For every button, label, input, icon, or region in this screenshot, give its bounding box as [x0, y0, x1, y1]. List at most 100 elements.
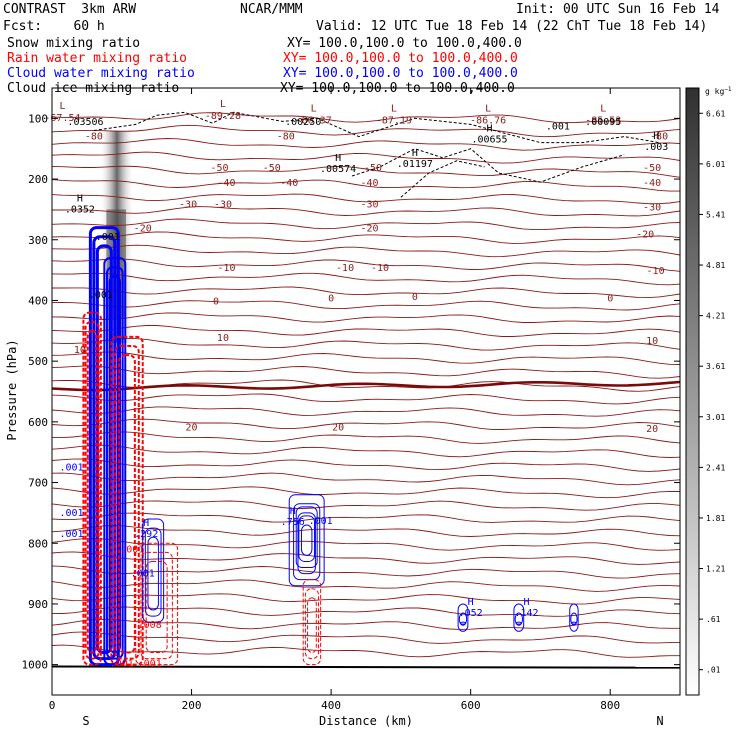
cloud-water-contour [571, 621, 577, 625]
isotherm-label: 0 [213, 296, 219, 307]
extremum-mark: L [600, 103, 606, 114]
hydrometeor-value: .001 [546, 121, 570, 132]
x-tick-label: 200 [182, 699, 202, 712]
plot-frame [51, 87, 681, 696]
rain-water-contour [86, 329, 98, 654]
isotherm-line [52, 193, 680, 205]
rain-water-contour [135, 542, 179, 666]
cloud-water-contour [457, 603, 469, 632]
y-tick-label: 1000 [22, 659, 49, 672]
isotherm-line [52, 579, 680, 592]
hydrometeor-value: .001 [59, 529, 83, 540]
hydrometeor-value: .008 [138, 620, 162, 631]
cloud-water-contour [514, 612, 523, 626]
field-name-rain: Rain water mixing ratio [7, 51, 188, 66]
hydrometeor-mark: H [77, 193, 83, 204]
isotherm-label: -10 [217, 263, 235, 274]
hydrometeor-mark: H [523, 597, 529, 608]
hydrometeor-value: .001 [309, 516, 333, 527]
isotherm-line [52, 525, 680, 537]
hydrometeor-mark: H [412, 148, 418, 159]
isotherm-label: 0 [607, 293, 613, 304]
hydrometeor-value: .142 [514, 608, 538, 619]
hydrometeor-value: .03506 [67, 117, 103, 128]
hydrometeor-value: .01197 [397, 159, 433, 170]
isotherm-line [52, 551, 680, 565]
isotherm-line [52, 112, 680, 124]
isotherm-label: 20 [646, 424, 658, 435]
hydrometeor-mark: H [653, 131, 659, 142]
cloud-water-contour [515, 621, 522, 625]
hydrometeor-value: .00655 [471, 135, 507, 146]
cloud-water-contour [295, 506, 318, 569]
isotherm-label: -10 [336, 263, 354, 274]
colorbar-tick-label: 6.61 [706, 109, 725, 118]
header-model-title: CONTRAST 3km ARW [3, 2, 137, 17]
isotherm-line [52, 312, 680, 323]
extremum-mark: L [220, 99, 226, 110]
colorbar-tick-label: 4.21 [706, 312, 725, 321]
y-tick-label: 800 [28, 537, 48, 550]
hydrometeor-value: .003 [644, 142, 668, 153]
hydrometeor-mark: H [468, 597, 474, 608]
isotherm-label: -80 [650, 131, 668, 142]
rain-water-contour [118, 354, 136, 654]
extremum-mark: L [485, 103, 491, 114]
isotherm-label: 0 [328, 293, 334, 304]
isotherm-label: 0 [412, 292, 418, 303]
isotherm-line [52, 351, 680, 365]
isotherm-line [52, 418, 680, 430]
hydrometeor-value: .001 [89, 290, 113, 301]
header-init-time: Init: 00 UTC Sun 16 Feb 14 [516, 2, 720, 17]
isotherm-label: -10 [371, 263, 389, 274]
hydrometeor-mark: H [486, 124, 492, 135]
extremum-value: -85.53 [585, 115, 621, 126]
isotherm-line [52, 179, 680, 192]
isotherm-line [52, 272, 680, 286]
hydrometeor-mark: H [143, 518, 149, 529]
y-tick-label: 900 [28, 598, 48, 611]
isotherm-label: 10 [217, 333, 229, 344]
colorbar-tick-label: 2.41 [706, 463, 725, 472]
isotherm-line [52, 500, 680, 511]
y-tick-label: 200 [28, 173, 48, 186]
cloud-water-contour [293, 503, 321, 581]
field-xy-snow: XY= 100.0,100.0 to 100.0,400.0 [287, 36, 522, 51]
rain-water-contour [145, 560, 168, 654]
isotherm-line [52, 444, 680, 458]
ice-contour [400, 160, 485, 198]
cloud-water-contour [88, 226, 120, 667]
ice-contour [351, 148, 625, 183]
isotherm-line [52, 206, 680, 217]
colorbar-tick-label: 1.81 [706, 514, 725, 523]
header-valid-time: Valid: 12 UTC Tue 18 Feb 14 (22 ChT Tue … [316, 19, 708, 34]
y-tick-label: 700 [28, 477, 48, 490]
colorbar-tick-label: 3.01 [706, 413, 725, 422]
isotherm-label: -30 [214, 199, 232, 210]
extremum-mark: L [391, 103, 397, 114]
isotherm-line [52, 218, 680, 231]
isotherm-line [52, 244, 680, 258]
y-tick-label: 400 [28, 294, 48, 307]
colorbar-tick-label: .01 [706, 666, 721, 675]
isotherm-line [52, 458, 680, 472]
isotherm-line [52, 258, 680, 272]
header-center-label: NCAR/MMM [240, 2, 303, 17]
y-tick-label: 300 [28, 234, 48, 247]
extremum-value: -86.76 [470, 115, 506, 126]
y-tick-label: 100 [28, 112, 48, 125]
rain-water-contour [84, 320, 100, 660]
isotherm-line [52, 325, 680, 337]
isotherm-line [52, 365, 680, 379]
cloud-water-contour [147, 536, 159, 611]
cloud-water-contour [300, 524, 313, 556]
isotherm-label: -50 [364, 163, 382, 174]
colorbar-unit: g kg−1 [705, 86, 732, 96]
cloud-water-contour [569, 603, 579, 632]
cloud-water-contour [458, 612, 468, 626]
hydrometeor-value: .052 [459, 608, 483, 619]
hydrometeor-value: .001 [110, 658, 134, 669]
extremum-value: -87.19 [376, 115, 412, 126]
isotherm-line [52, 393, 680, 405]
